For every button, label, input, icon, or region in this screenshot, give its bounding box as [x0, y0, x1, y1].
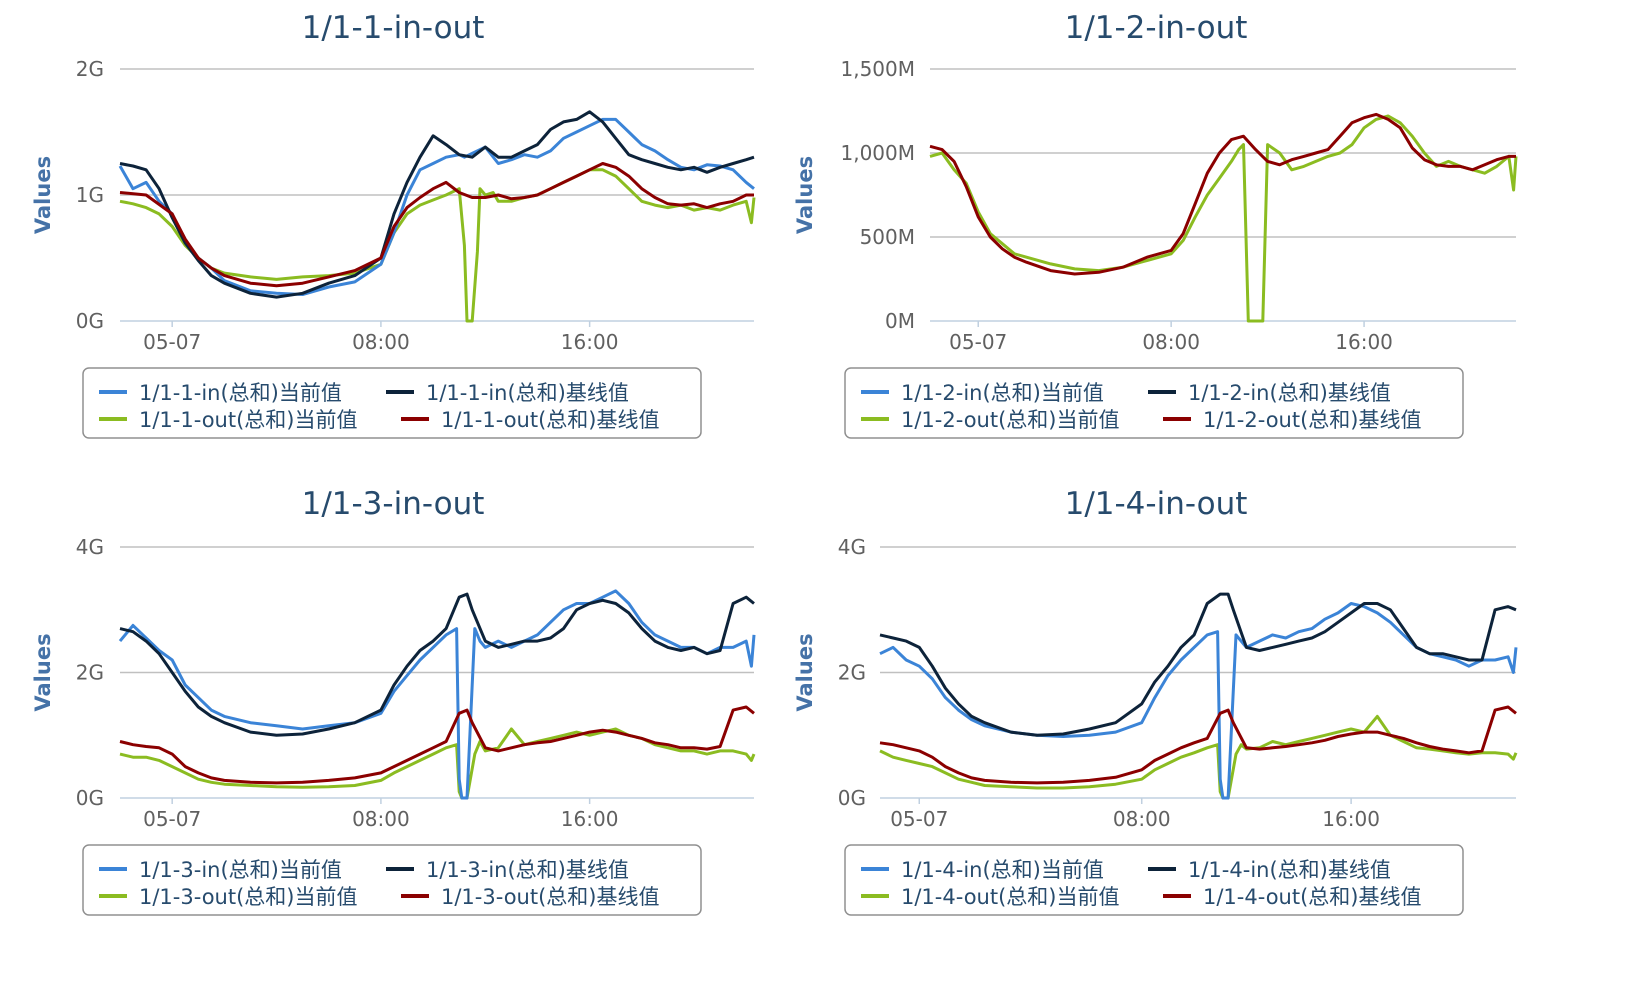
y-tick-label: 4G — [838, 535, 866, 559]
legend-label: 1/1-1-in(总和)当前值 — [139, 381, 342, 405]
x-tick-label: 16:00 — [1322, 807, 1380, 831]
y-tick-label: 0G — [76, 309, 104, 333]
legend-item-out-current[interactable]: 1/1-2-out(总和)当前值 — [861, 408, 1119, 432]
legend-label: 1/1-2-out(总和)基线值 — [1203, 408, 1421, 432]
legend-item-out-baseline[interactable]: 1/1-3-out(总和)基线值 — [401, 885, 659, 909]
series-line-out-current — [879, 714, 1518, 800]
legend-item-in-baseline[interactable]: 1/1-2-in(总和)基线值 — [1148, 381, 1391, 405]
series-line-out-current — [119, 727, 756, 800]
legend-item-out-current[interactable]: 1/1-1-out(总和)当前值 — [99, 408, 357, 432]
legend-label: 1/1-2-in(总和)基线值 — [1188, 381, 1391, 405]
y-axis-label: Values — [31, 156, 55, 234]
legend-item-in-current[interactable]: 1/1-2-in(总和)当前值 — [861, 381, 1104, 405]
legend-label: 1/1-3-in(总和)基线值 — [426, 858, 629, 882]
series-line-in-baseline — [119, 592, 755, 737]
y-axis-label: Values — [793, 156, 817, 234]
legend-label: 1/1-4-out(总和)基线值 — [1203, 885, 1421, 909]
legend-item-in-baseline[interactable]: 1/1-3-in(总和)基线值 — [386, 858, 629, 882]
chart-title: 1/1-4-in-out — [1065, 486, 1248, 522]
series-line-out-baseline — [119, 162, 754, 288]
chart-title: 1/1-1-in-out — [302, 10, 485, 46]
x-tick-label: 08:00 — [352, 807, 410, 831]
chart-title: 1/1-2-in-out — [1065, 10, 1248, 46]
legend-item-out-current[interactable]: 1/1-4-out(总和)当前值 — [861, 885, 1119, 909]
legend-box — [82, 367, 702, 439]
legend-label: 1/1-1-in(总和)基线值 — [426, 381, 629, 405]
chart-title: 1/1-3-in-out — [302, 486, 485, 522]
legend: 1/1-4-in(总和)当前值 1/1-4-in(总和)基线值 1/1-4-out(… — [844, 844, 1464, 916]
legend-box — [82, 844, 702, 916]
legend: 1/1-1-in(总和)当前值 1/1-1-in(总和)基线值 1/1-1-out(… — [82, 367, 702, 439]
legend-label: 1/1-4-out(总和)当前值 — [901, 885, 1119, 909]
legend-label: 1/1-4-in(总和)基线值 — [1188, 858, 1391, 882]
legend-box — [844, 367, 1464, 439]
x-tick-label: 16:00 — [561, 330, 619, 354]
series-line-in-current — [879, 602, 1518, 800]
x-tick-label: 05-07 — [143, 807, 201, 831]
series-line-in-baseline — [119, 110, 755, 299]
legend-label: 1/1-2-in(总和)当前值 — [901, 381, 1104, 405]
legend-item-in-current[interactable]: 1/1-4-in(总和)当前值 — [861, 858, 1104, 882]
y-tick-label: 1,500M — [840, 57, 915, 81]
legend-item-in-current[interactable]: 1/1-3-in(总和)当前值 — [99, 858, 342, 882]
y-tick-label: 2G — [838, 661, 866, 685]
series-line-out-baseline — [929, 112, 1516, 276]
chart-panel-2: 1/1-2-in-out Values 0M 500M 1,000M 1,500M 05-0… — [793, 10, 1518, 439]
y-tick-label: 1,000M — [840, 141, 915, 165]
series-line-in-current — [118, 589, 756, 800]
y-tick-label: 0M — [885, 309, 915, 333]
legend-box — [844, 844, 1464, 916]
legend: 1/1-2-in(总和)当前值 1/1-2-in(总和)基线值 1/1-2-out(… — [844, 367, 1464, 439]
series-line-in-baseline — [879, 592, 1517, 737]
legend-item-out-baseline[interactable]: 1/1-2-out(总和)基线值 — [1163, 408, 1421, 432]
legend-label: 1/1-1-out(总和)当前值 — [139, 408, 357, 432]
y-axis-label: Values — [793, 633, 817, 711]
legend-label: 1/1-1-out(总和)基线值 — [441, 408, 659, 432]
y-tick-label: 0G — [76, 786, 104, 810]
legend-label: 1/1-3-out(总和)基线值 — [441, 885, 659, 909]
x-tick-label: 05-07 — [143, 330, 201, 354]
y-axis-label: Values — [31, 633, 55, 711]
x-tick-label: 16:00 — [561, 807, 619, 831]
y-tick-label: 4G — [76, 535, 104, 559]
y-tick-label: 2G — [76, 57, 104, 81]
x-tick-label: 16:00 — [1335, 330, 1393, 354]
legend-item-in-baseline[interactable]: 1/1-4-in(总和)基线值 — [1148, 858, 1391, 882]
legend-label: 1/1-4-in(总和)当前值 — [901, 858, 1104, 882]
chart-panel-1: 1/1-1-in-out Values 0G 1G 2G 05-07 08:00 16:00 1… — [31, 10, 756, 439]
legend-item-out-baseline[interactable]: 1/1-1-out(总和)基线值 — [401, 408, 659, 432]
y-tick-label: 0G — [838, 786, 866, 810]
y-tick-label: 1G — [76, 183, 104, 207]
legend-item-out-baseline[interactable]: 1/1-4-out(总和)基线值 — [1163, 885, 1421, 909]
x-tick-label: 05-07 — [949, 330, 1007, 354]
legend-label: 1/1-2-out(总和)当前值 — [901, 408, 1119, 432]
x-tick-label: 08:00 — [352, 330, 410, 354]
chart-panel-4: 1/1-4-in-out Values 0G 2G 4G 05-07 08:00 16:00 1… — [793, 486, 1518, 916]
legend-item-out-current[interactable]: 1/1-3-out(总和)当前值 — [99, 885, 357, 909]
legend-label: 1/1-3-in(总和)当前值 — [139, 858, 342, 882]
y-tick-label: 500M — [860, 225, 915, 249]
x-tick-label: 05-07 — [890, 807, 948, 831]
series-line-out-baseline — [879, 705, 1517, 785]
series-line-out-baseline — [119, 705, 755, 785]
legend-item-in-baseline[interactable]: 1/1-1-in(总和)基线值 — [386, 381, 629, 405]
series-line-out-current — [119, 168, 756, 323]
legend: 1/1-3-in(总和)当前值 1/1-3-in(总和)基线值 1/1-3-out(… — [82, 844, 702, 916]
chart-panel-3: 1/1-3-in-out Values 0G 2G 4G 05-07 08:00 16:00 1… — [31, 486, 756, 916]
legend-item-in-current[interactable]: 1/1-1-in(总和)当前值 — [99, 381, 342, 405]
legend-label: 1/1-3-out(总和)当前值 — [139, 885, 357, 909]
x-tick-label: 08:00 — [1113, 807, 1171, 831]
x-tick-label: 08:00 — [1142, 330, 1200, 354]
y-tick-label: 2G — [76, 661, 104, 685]
